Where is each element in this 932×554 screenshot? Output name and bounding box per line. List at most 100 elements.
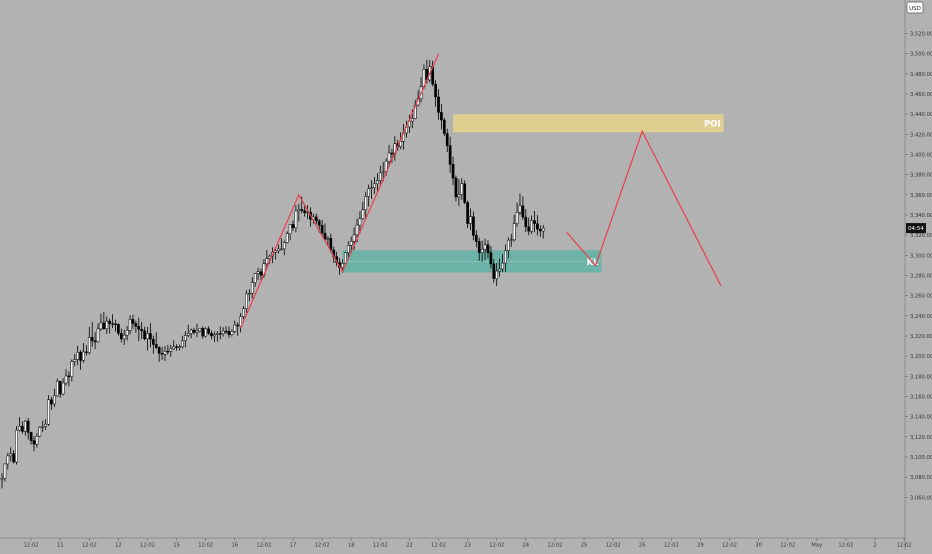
candle: [224, 326, 228, 334]
x-tick-label: 22: [406, 543, 413, 549]
candle: [288, 224, 292, 241]
candle: [137, 317, 141, 342]
candle-body: [230, 331, 234, 335]
y-tick-label: 3,360.00: [910, 193, 932, 199]
candle: [472, 211, 475, 241]
candle: [463, 180, 467, 205]
candle: [87, 327, 91, 355]
time-axis[interactable]: [0, 538, 905, 550]
candle: [29, 431, 33, 445]
candle-body: [495, 270, 499, 279]
y-tick-label: 3,340.00: [910, 213, 932, 219]
candle: [99, 313, 103, 332]
x-tick-label: May: [811, 543, 822, 549]
y-tick-label: 3,200.00: [910, 354, 932, 360]
x-tick-label: 17: [290, 543, 297, 549]
x-tick-label: 26: [639, 543, 646, 549]
candle: [178, 344, 181, 351]
candle-body: [64, 375, 68, 384]
candle-body: [73, 359, 77, 362]
currency-badge[interactable]: USD: [906, 1, 924, 14]
candle: [82, 342, 85, 363]
candle-body: [480, 248, 484, 253]
candle-body: [483, 244, 487, 250]
candle: [119, 328, 123, 343]
candle-body: [245, 293, 248, 309]
candle: [6, 453, 10, 470]
candle-body: [323, 232, 327, 240]
y-tick-label: 3,260.00: [910, 294, 932, 300]
candle: [35, 433, 39, 448]
candle: [486, 240, 490, 259]
candle: [466, 200, 469, 229]
candle-body: [41, 426, 45, 428]
candle-body: [437, 96, 440, 113]
candle: [41, 420, 45, 432]
candle-body: [536, 223, 539, 230]
candle: [518, 193, 522, 216]
candle: [524, 208, 528, 233]
candle: [195, 323, 199, 338]
candle: [515, 202, 519, 227]
x-tick-label: 18: [348, 543, 355, 549]
candle: [474, 230, 478, 248]
candle: [64, 369, 68, 386]
candle-body: [454, 177, 458, 198]
candle: [539, 225, 542, 237]
candle: [85, 345, 88, 356]
candle-body: [463, 183, 467, 203]
candle: [250, 277, 254, 299]
candle-body: [515, 212, 519, 224]
candle: [102, 311, 106, 330]
candle: [183, 331, 187, 348]
candle: [303, 205, 306, 217]
candle: [166, 344, 170, 355]
y-tick-label: 3,280.00: [910, 273, 932, 279]
candle-body: [15, 429, 18, 463]
candle: [0, 473, 4, 489]
candle-body: [364, 196, 368, 211]
candle: [285, 231, 289, 244]
candle-body: [445, 133, 449, 146]
x-tick-label: 11: [57, 543, 64, 549]
candle: [253, 272, 257, 287]
candle: [38, 426, 42, 438]
candle: [70, 359, 74, 382]
x-tick-label: 12:02: [838, 543, 853, 549]
candle: [76, 345, 80, 366]
candle: [93, 332, 97, 350]
candle: [218, 326, 222, 340]
candle-body: [227, 331, 231, 335]
candle: [131, 314, 135, 329]
candle-body: [105, 320, 109, 329]
candle: [140, 321, 144, 340]
candle-body: [530, 220, 533, 232]
candle-body: [221, 330, 225, 335]
candle: [207, 326, 210, 335]
candle-body: [140, 328, 144, 332]
x-tick-label: 12: [115, 543, 122, 549]
y-tick-label: 3,380.00: [910, 173, 932, 179]
candle-body: [410, 118, 414, 122]
candle-body: [250, 282, 254, 294]
candle: [259, 268, 263, 280]
candle-body: [361, 209, 365, 220]
candle: [221, 327, 225, 337]
candle: [151, 335, 155, 354]
candle-body: [207, 328, 210, 334]
price-axis[interactable]: [905, 0, 932, 550]
candle-body: [32, 440, 36, 445]
candle-body: [378, 172, 382, 181]
candle-body: [521, 205, 525, 218]
candle-body: [460, 183, 464, 195]
candle: [344, 252, 347, 266]
candle-body: [376, 180, 379, 185]
x-tick-label: 16: [231, 543, 238, 549]
candle: [58, 380, 62, 398]
candle-body: [527, 226, 531, 232]
candle: [248, 289, 251, 302]
candle: [181, 335, 184, 349]
candle: [346, 241, 350, 258]
candle: [294, 205, 298, 233]
